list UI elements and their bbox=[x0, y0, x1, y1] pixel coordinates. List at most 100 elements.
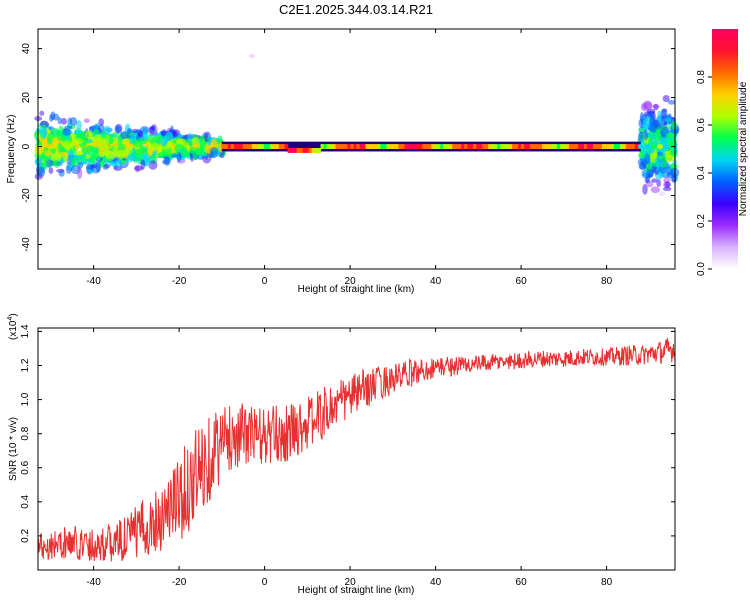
spectrogram-x-label: Height of straight line (km) bbox=[298, 284, 415, 295]
spectrogram-band-cell bbox=[616, 144, 621, 149]
snr-scale-prefix: (x10 bbox=[8, 320, 19, 340]
spectrogram-cell bbox=[653, 103, 659, 111]
spectrogram-cell bbox=[207, 134, 212, 146]
snr-x-tick-label: 20 bbox=[345, 577, 357, 588]
spectrogram-x-tick-label: -20 bbox=[172, 276, 187, 287]
spectrogram-cell bbox=[116, 149, 126, 159]
spectrogram-cell bbox=[59, 152, 68, 157]
spectrogram-band-cell bbox=[449, 144, 453, 149]
spectrogram-cell bbox=[656, 179, 662, 187]
spectrogram-band-cell bbox=[613, 144, 618, 149]
spectrogram-band-cell bbox=[407, 144, 411, 149]
spectrogram-band-cell bbox=[329, 144, 334, 149]
spectrogram-band-cell bbox=[302, 148, 307, 153]
spectrogram-band-cell bbox=[577, 144, 582, 149]
spectrogram-band-cell bbox=[326, 144, 331, 149]
spectrogram-band-cell bbox=[362, 144, 366, 149]
spectrogram-cell bbox=[163, 155, 171, 166]
spectrogram-cell bbox=[115, 123, 123, 134]
spectrogram-cell bbox=[84, 158, 89, 163]
spectrogram-band-cell bbox=[356, 144, 360, 149]
spectrogram-band-cell bbox=[401, 144, 405, 149]
spectrogram-band-cell bbox=[518, 144, 522, 149]
spectrogram-band-cell bbox=[335, 144, 340, 149]
spectrogram-band-cell bbox=[521, 144, 525, 149]
spectrogram-cell bbox=[642, 184, 648, 195]
spectrogram-cell bbox=[180, 146, 188, 158]
spectrogram-band-cell bbox=[503, 144, 507, 149]
spectrogram-band-cell bbox=[422, 144, 426, 149]
spectrogram-cell bbox=[652, 104, 660, 109]
snr-x-tick-label: 60 bbox=[516, 577, 528, 588]
spectrogram-band-cell bbox=[419, 144, 423, 149]
spectrogram-y-tick-label: -40 bbox=[21, 237, 32, 252]
spectrogram-band-cell bbox=[311, 148, 316, 153]
spectrogram-band-cell bbox=[598, 144, 603, 149]
spectrogram-band-cell bbox=[239, 144, 244, 149]
spectrogram-cell bbox=[669, 151, 676, 156]
spectrogram-band-cell bbox=[410, 144, 414, 149]
spectrogram-y-tick-label: 20 bbox=[21, 92, 32, 104]
colorbar-tick-label: 0.8 bbox=[696, 70, 707, 84]
spectrogram-cell bbox=[664, 181, 671, 188]
spectrogram-cell bbox=[75, 155, 83, 161]
colorbar-gradient bbox=[712, 29, 738, 269]
spectrogram-cell bbox=[55, 156, 61, 161]
spectrogram-band-cell bbox=[275, 144, 280, 149]
spectrogram-band-cell bbox=[515, 144, 519, 149]
colorbar: 0.0 0.2 0.4 0.6 0.8 Normalized spectral ampl… bbox=[696, 29, 749, 276]
spectrogram-band-cell bbox=[509, 144, 513, 149]
spectrogram-cell bbox=[44, 150, 52, 157]
spectrogram-cell bbox=[140, 144, 145, 156]
spectrogram-band-cell bbox=[539, 144, 543, 149]
spectrogram-band-cell bbox=[574, 144, 579, 149]
spectrogram-cell bbox=[651, 178, 658, 183]
spectrogram-band-cell bbox=[296, 148, 301, 153]
spectrogram-cell bbox=[41, 161, 48, 167]
spectrogram-band-cell bbox=[562, 144, 567, 149]
spectrogram-cell bbox=[76, 120, 82, 130]
spectrogram-cell bbox=[120, 131, 129, 140]
spectrogram-band-cell bbox=[392, 144, 396, 149]
spectrogram-band-cell bbox=[245, 144, 250, 149]
spectrogram-band-cell bbox=[551, 144, 555, 149]
spectrogram-band-cell bbox=[374, 144, 378, 149]
spectrogram-band-cell bbox=[260, 144, 265, 149]
spectrogram-band-cell bbox=[287, 148, 292, 153]
spectrogram-band-cell bbox=[568, 144, 573, 149]
spectrogram-band-cell bbox=[485, 144, 489, 149]
snr-x-tick-label: -20 bbox=[172, 577, 187, 588]
spectrogram-x-tick-label: -40 bbox=[86, 276, 101, 287]
spectrogram-band-cell bbox=[383, 144, 387, 149]
spectrogram-band-cell bbox=[592, 144, 597, 149]
spectrogram-cell bbox=[188, 140, 193, 147]
spectrogram-cell bbox=[209, 147, 218, 159]
spectrogram-band-cell bbox=[221, 144, 226, 149]
spectrogram-cell bbox=[108, 160, 115, 166]
spectrogram-band-cell bbox=[571, 144, 576, 149]
spectrogram-band-cell bbox=[338, 144, 343, 149]
spectrogram-band-cell bbox=[323, 144, 328, 149]
spectrogram-band-cell bbox=[619, 144, 624, 149]
spectrogram-cell bbox=[662, 95, 670, 103]
spectrogram-band-cell bbox=[293, 148, 298, 153]
spectrogram-narrow-band bbox=[221, 141, 676, 153]
spectrogram-cell bbox=[108, 136, 114, 145]
spectrogram-cell bbox=[663, 176, 671, 184]
spectrogram-band-cell bbox=[359, 144, 363, 149]
spectrogram-band-cell bbox=[230, 144, 235, 149]
spectrogram-cell bbox=[39, 127, 48, 139]
spectrogram-band-cell bbox=[637, 144, 644, 150]
spectrogram-cell bbox=[62, 128, 72, 136]
spectrogram-x-tick-label: 0 bbox=[262, 276, 268, 287]
spectrogram-band-cell bbox=[533, 144, 537, 149]
spectrogram-y-tick-label: -20 bbox=[21, 188, 32, 203]
spectrogram-cell bbox=[657, 155, 665, 160]
spectrogram-band-cell bbox=[317, 148, 322, 153]
spectrogram-cell bbox=[189, 146, 196, 154]
spectrogram-cell bbox=[650, 186, 661, 194]
spectrogram-band-cell bbox=[476, 144, 480, 149]
spectrogram-band-cell bbox=[464, 144, 468, 149]
snr-scale-suffix: ) bbox=[8, 313, 19, 316]
